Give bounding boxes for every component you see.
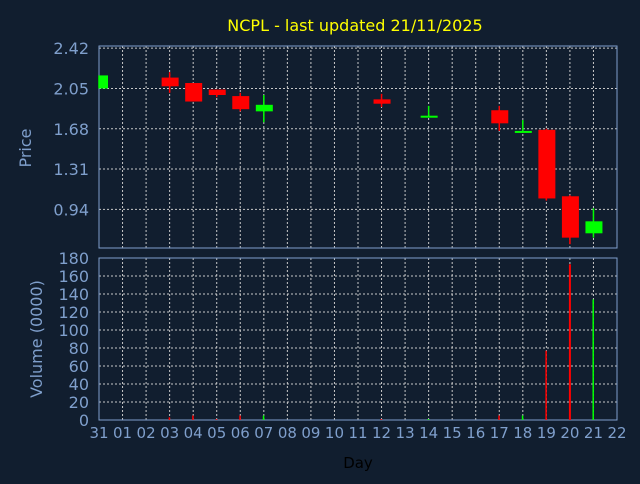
- x-axis-label: Day: [343, 454, 373, 472]
- volume-tick-label: 120: [58, 303, 89, 322]
- x-tick-label: 16: [466, 424, 485, 442]
- candle-body: [208, 89, 226, 96]
- volume-bar: [380, 419, 383, 420]
- volume-tick-label: 60: [69, 357, 89, 376]
- x-tick-label: 17: [490, 424, 509, 442]
- candle-body: [585, 221, 603, 234]
- volume-tick-label: 40: [69, 375, 89, 394]
- x-tick-label: 12: [372, 424, 391, 442]
- x-tick-label: 07: [254, 424, 273, 442]
- candle-body: [185, 83, 203, 102]
- volume-bar: [239, 415, 241, 420]
- candle-body: [561, 196, 579, 238]
- volume-bar: [427, 419, 430, 420]
- price-tick-label: 2.05: [53, 79, 89, 98]
- candle-body: [538, 129, 556, 199]
- candle-body: [232, 96, 250, 110]
- volume-bar: [592, 299, 594, 420]
- x-tick-label: 06: [231, 424, 250, 442]
- volume-tick-label: 140: [58, 285, 89, 304]
- x-tick-label: 11: [348, 424, 367, 442]
- volume-tick-label: 180: [58, 249, 89, 268]
- volume-bar: [192, 415, 194, 420]
- x-tick-label: 04: [184, 424, 203, 442]
- price-tick-label: 1.68: [53, 120, 89, 139]
- x-tick-label: 18: [513, 424, 532, 442]
- price-tick-label: 0.94: [53, 200, 89, 219]
- x-tick-label: 20: [560, 424, 579, 442]
- volume-bar: [521, 415, 524, 420]
- volume-tick-label: 20: [69, 393, 89, 412]
- candle-body: [99, 75, 108, 89]
- volume-tick-label: 0: [79, 411, 89, 430]
- x-tick-label: 14: [419, 424, 438, 442]
- x-tick-label: 19: [537, 424, 556, 442]
- volume-bar: [568, 264, 571, 420]
- volume-bar: [168, 417, 171, 420]
- chart-title: NCPL - last updated 21/11/2025: [227, 16, 482, 35]
- price-plot-frame: [98, 45, 618, 249]
- x-tick-label: 03: [160, 424, 179, 442]
- volume-tick-label: 100: [58, 321, 89, 340]
- candle-body: [420, 115, 438, 118]
- x-tick-label: 10: [325, 424, 344, 442]
- price-axis-label: Price: [16, 128, 35, 167]
- candle-body: [514, 130, 532, 133]
- candle-body: [491, 110, 509, 124]
- volume-tick-label: 80: [69, 339, 89, 358]
- x-tick-label: 15: [443, 424, 462, 442]
- x-tick-label: 22: [607, 424, 626, 442]
- volume-bar: [545, 350, 547, 420]
- candle-body: [255, 104, 273, 112]
- volume-axis-label: Volume (0000): [27, 280, 46, 398]
- volume-bar: [215, 419, 218, 420]
- volume-plot-frame: [98, 257, 618, 421]
- x-tick-label: 09: [301, 424, 320, 442]
- price-tick-label: 2.42: [53, 39, 89, 58]
- price-tick-label: 1.31: [53, 160, 89, 179]
- x-tick-label: 31: [89, 424, 108, 442]
- x-tick-label: 05: [207, 424, 226, 442]
- x-tick-label: 08: [278, 424, 297, 442]
- x-tick-label: 02: [137, 424, 156, 442]
- x-tick-label: 01: [113, 424, 132, 442]
- candle-body: [373, 99, 391, 104]
- volume-bar: [498, 415, 500, 420]
- x-tick-label: 13: [396, 424, 415, 442]
- volume-bar: [262, 415, 265, 420]
- x-tick-label: 21: [584, 424, 603, 442]
- volume-tick-label: 160: [58, 267, 89, 286]
- candle-body: [161, 77, 179, 87]
